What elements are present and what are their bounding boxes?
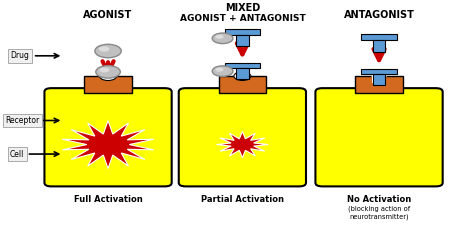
Circle shape xyxy=(372,72,387,80)
Circle shape xyxy=(215,67,224,72)
Polygon shape xyxy=(217,131,268,158)
Circle shape xyxy=(96,66,120,78)
Bar xyxy=(236,35,248,46)
Text: Partial Activation: Partial Activation xyxy=(201,195,284,204)
FancyBboxPatch shape xyxy=(179,88,306,186)
Text: AGONIST + ANTAGONIST: AGONIST + ANTAGONIST xyxy=(180,14,305,23)
FancyBboxPatch shape xyxy=(45,88,172,186)
Text: MIXED: MIXED xyxy=(225,3,260,13)
Bar xyxy=(373,75,386,83)
Text: Full Activation: Full Activation xyxy=(73,195,142,204)
Bar xyxy=(373,74,385,85)
Circle shape xyxy=(212,66,233,76)
Bar xyxy=(236,68,248,79)
Text: ANTAGONIST: ANTAGONIST xyxy=(344,10,414,20)
Text: AGONIST: AGONIST xyxy=(83,10,133,20)
Polygon shape xyxy=(62,120,154,168)
Bar xyxy=(219,76,266,93)
FancyBboxPatch shape xyxy=(315,88,443,186)
Circle shape xyxy=(212,33,233,44)
Circle shape xyxy=(215,35,224,39)
Bar xyxy=(84,76,132,93)
Text: Cell: Cell xyxy=(10,150,24,159)
Text: Drug: Drug xyxy=(10,51,29,60)
Text: Receptor: Receptor xyxy=(5,116,39,125)
Bar xyxy=(361,34,397,40)
Circle shape xyxy=(99,46,109,52)
Text: No Activation: No Activation xyxy=(347,195,411,204)
Bar xyxy=(225,29,260,35)
Bar xyxy=(373,40,385,52)
Circle shape xyxy=(95,44,121,58)
Circle shape xyxy=(100,67,109,73)
Text: (blocking action of
neurotransmitter): (blocking action of neurotransmitter) xyxy=(348,206,410,220)
Bar xyxy=(225,63,260,68)
Bar xyxy=(356,76,402,93)
Circle shape xyxy=(100,72,117,80)
Circle shape xyxy=(234,72,251,80)
Bar xyxy=(361,69,397,74)
